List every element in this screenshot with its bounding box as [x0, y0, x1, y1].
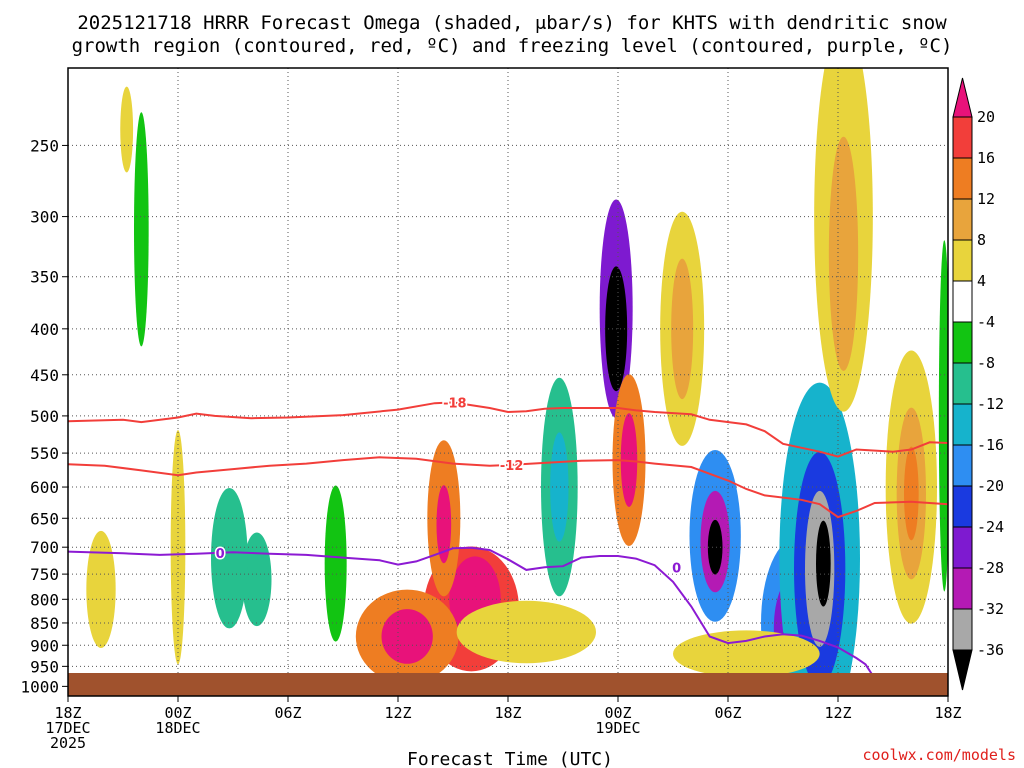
- colorbar-label: 20: [977, 108, 995, 126]
- omega-cell: [671, 258, 694, 400]
- omega-cell: [242, 532, 272, 627]
- colorbar-bin: [952, 403, 973, 446]
- contour-line: [68, 546, 876, 680]
- y-tick-label: 250: [30, 136, 59, 155]
- y-axis: 250 300 350 400 450 500 550 600 650 700 750 800 850 9…: [20, 136, 68, 696]
- colorbar-label: 12: [977, 190, 995, 208]
- omega-cell: [707, 519, 723, 575]
- y-tick-label: 650: [30, 509, 59, 528]
- colorbar-bin: [952, 526, 973, 569]
- x-tick-label: 2025: [50, 734, 86, 752]
- contours: -18 -12 0 0: [68, 395, 948, 680]
- colorbar-label: 16: [977, 149, 995, 167]
- colorbar-bin: [952, 198, 973, 241]
- y-tick-label: 400: [30, 320, 59, 339]
- chart-title-line2: growth region (contoured, red, ºC) and f…: [72, 35, 953, 57]
- y-tick-label: 350: [30, 268, 59, 287]
- colorbar-label: -4: [977, 313, 995, 331]
- y-tick-label: 600: [30, 478, 59, 497]
- omega-cell: [392, 627, 411, 655]
- colorbar-bin: [952, 116, 973, 159]
- omega-cell: [550, 432, 569, 542]
- colorbar-label: -28: [977, 559, 1004, 577]
- omega-cell: [120, 86, 134, 173]
- omega-cell: [86, 530, 116, 648]
- omega-cell: [211, 487, 248, 629]
- x-tick-label: 12Z: [384, 704, 411, 722]
- y-tick-label: 1000: [20, 677, 59, 696]
- y-tick-label: 500: [30, 407, 59, 426]
- colorbar-label: -20: [977, 477, 1004, 495]
- omega-shading: [86, 68, 948, 696]
- omega-cell: [134, 112, 149, 347]
- x-tick-label: 18Z: [934, 704, 961, 722]
- omega-cell: [904, 446, 919, 541]
- contour-line: [68, 456, 948, 519]
- plot-area: -18 -12 0 0: [68, 68, 948, 696]
- y-tick-label: 800: [30, 590, 59, 609]
- grid-lines: [68, 68, 948, 696]
- omega-cell: [816, 520, 831, 607]
- colorbar-bin: [952, 239, 973, 282]
- contour-label: 0: [216, 547, 225, 562]
- x-tick-label: 19DEC: [595, 719, 640, 737]
- colorbar-label: 8: [977, 231, 986, 249]
- colorbar-bin: [952, 444, 973, 487]
- contour-line: [68, 401, 948, 458]
- omega-cell: [324, 485, 347, 642]
- contour-label: -18: [443, 397, 467, 412]
- chart-title-line1: 2025121718 HRRR Forecast Omega (shaded, …: [77, 12, 947, 34]
- colorbar-label: -32: [977, 600, 1004, 618]
- y-tick-label: 450: [30, 366, 59, 385]
- colorbar-bin: [952, 567, 973, 610]
- omega-cell: [828, 136, 859, 371]
- ground-surface: [68, 673, 948, 696]
- omega-cell: [436, 485, 452, 564]
- x-tick-label: 06Z: [714, 704, 741, 722]
- colorbar-bin: [952, 362, 973, 405]
- contour-label: 0: [672, 561, 681, 576]
- colorbar-label: 4: [977, 272, 986, 290]
- colorbar-arrow-bottom: [952, 649, 973, 691]
- x-axis-label: Forecast Time (UTC): [407, 749, 613, 768]
- contour-label: -12: [500, 459, 524, 474]
- colorbar-bin: [952, 280, 973, 323]
- x-tick-label: 18Z: [54, 704, 81, 722]
- x-tick-label: 18Z: [494, 704, 521, 722]
- y-tick-label: 950: [30, 657, 59, 676]
- colorbar-bin: [952, 608, 973, 651]
- y-tick-label: 700: [30, 538, 59, 557]
- colorbar-bin: [952, 485, 973, 528]
- colorbar-label: -16: [977, 436, 1004, 454]
- omega-cell: [673, 630, 820, 678]
- colorbar: 20 16 12 8 4 -4 -8 -12 -16 -20 -24 -28 -32 -36: [952, 77, 1004, 691]
- colorbar-label: -12: [977, 395, 1004, 413]
- y-tick-label: 750: [30, 565, 59, 584]
- credit-link[interactable]: coolwx.com/models: [862, 746, 1016, 764]
- colorbar-label: -8: [977, 354, 995, 372]
- y-tick-label: 900: [30, 636, 59, 655]
- x-tick-label: 18DEC: [155, 719, 200, 737]
- y-tick-label: 550: [30, 444, 59, 463]
- y-tick-label: 850: [30, 614, 59, 633]
- x-tick-label: 00Z: [164, 704, 191, 722]
- colorbar-label: -36: [977, 641, 1004, 659]
- omega-cell: [170, 430, 186, 665]
- colorbar-label: -24: [977, 518, 1004, 536]
- y-tick-label: 300: [30, 208, 59, 227]
- colorbar-bin: [952, 321, 973, 364]
- colorbar-bin: [952, 157, 973, 200]
- x-tick-label: 06Z: [274, 704, 301, 722]
- x-tick-label: 12Z: [824, 704, 851, 722]
- omega-cell: [456, 600, 596, 664]
- colorbar-arrow-top: [952, 77, 973, 118]
- x-tick-label: 17DEC: [45, 719, 90, 737]
- x-tick-label: 00Z: [604, 704, 631, 722]
